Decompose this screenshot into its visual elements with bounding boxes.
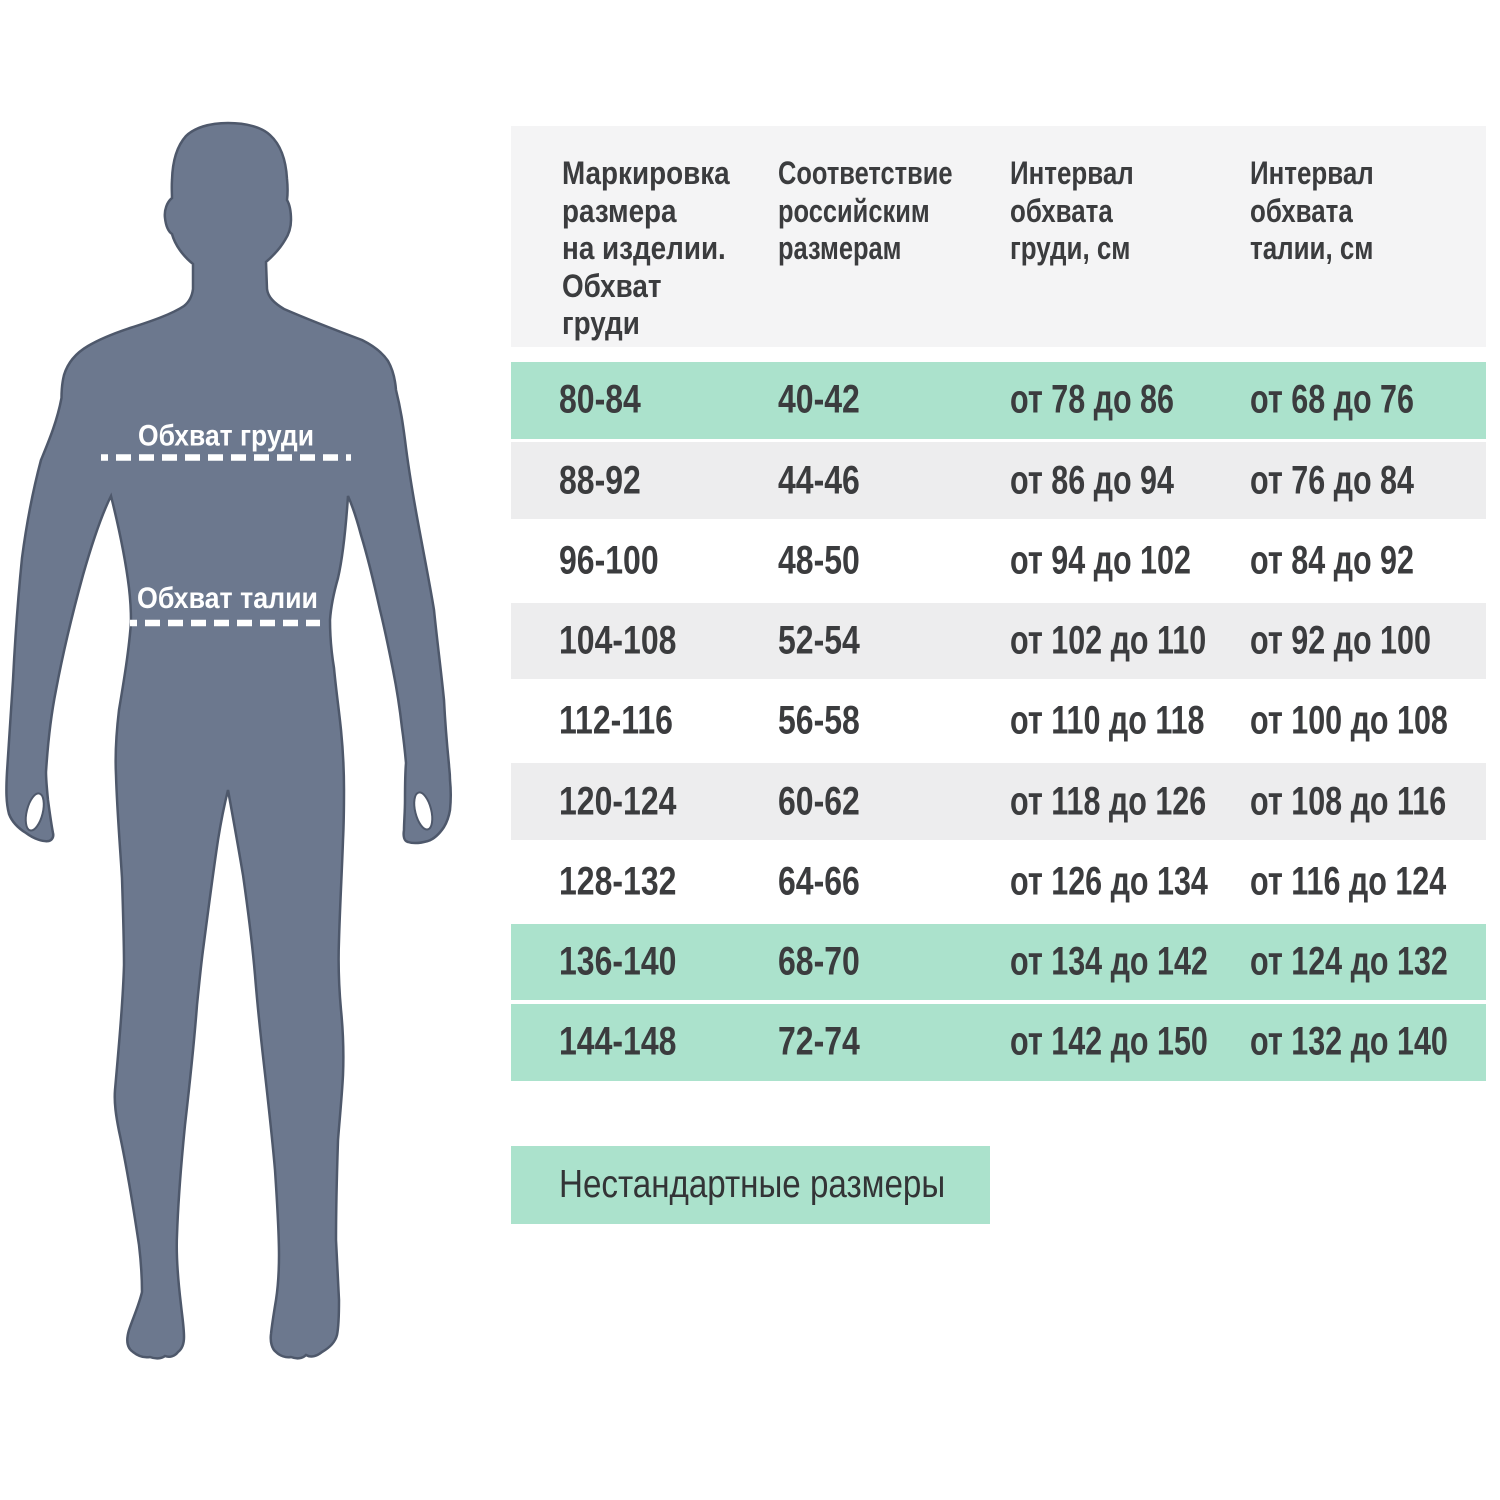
svg-text:Обхват талии: Обхват талии xyxy=(137,582,318,615)
svg-text:Обхват груди: Обхват груди xyxy=(138,420,314,453)
